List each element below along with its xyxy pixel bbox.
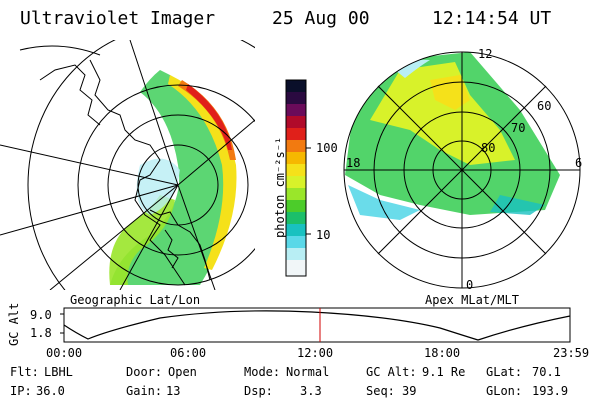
- altitude-ytick-9: 9.0: [30, 308, 52, 322]
- info-glon-key: GLon:: [486, 384, 523, 398]
- altitude-trace: [63, 310, 571, 341]
- colorbar-tick-100: 100: [316, 141, 338, 155]
- altitude-xtick-1800: 18:00: [424, 346, 461, 360]
- instrument-title: Ultraviolet Imager: [20, 8, 216, 29]
- info-mode-value: Normal: [286, 365, 330, 379]
- altitude-xtick-0000: 00:00: [46, 346, 83, 360]
- altitude-xtick-2359: 23:59: [553, 346, 590, 360]
- info-seq-key: Seq:: [366, 384, 395, 398]
- date-label: 25 Aug 00: [272, 8, 370, 29]
- magnetic-map-content: [345, 52, 560, 220]
- colorbar-tick-10: 10: [316, 228, 331, 242]
- info-gcalt-key: GC Alt:: [366, 365, 417, 379]
- time-label: 12:14:54 UT: [432, 8, 552, 29]
- mlt-label-6: 6: [575, 156, 583, 170]
- altitude-xtick-0600: 06:00: [170, 346, 207, 360]
- info-flt-value: LBHL: [44, 365, 73, 379]
- info-gain-value: 13: [166, 384, 181, 398]
- info-dsp-value: 3.3: [300, 384, 322, 398]
- info-gcalt-value: 9.1 Re: [422, 365, 466, 379]
- info-glon-value: 193.9: [532, 384, 569, 398]
- info-flt-key: Flt:: [10, 365, 39, 379]
- magnetic-grid: [343, 51, 581, 289]
- geographic-map-label: Geographic Lat/Lon: [70, 293, 201, 307]
- info-door-key: Door:: [126, 365, 163, 379]
- colorbar-unit-label: photon cm⁻²s⁻¹: [273, 136, 287, 238]
- mlat-label-60: 60: [537, 99, 552, 113]
- info-dsp-key: Dsp:: [244, 384, 273, 398]
- info-ip-value: 36.0: [36, 384, 65, 398]
- altitude-ylabel: GC Alt: [7, 302, 21, 346]
- mlat-label-70: 70: [511, 121, 526, 135]
- colorbar: [285, 79, 311, 277]
- geographic-map-content: [0, 40, 255, 290]
- mlt-label-18: 18: [346, 156, 361, 170]
- magnetic-map-label: Apex MLat/MLT: [425, 293, 519, 307]
- altitude-xtick-1200: 12:00: [297, 346, 334, 360]
- info-seq-value: 39: [402, 384, 417, 398]
- mlt-label-12: 12: [478, 47, 493, 61]
- info-gain-key: Gain:: [126, 384, 163, 398]
- mlt-label-0: 0: [466, 278, 474, 292]
- mlat-label-80: 80: [481, 141, 496, 155]
- info-mode-key: Mode:: [244, 365, 281, 379]
- info-ip-key: IP:: [10, 384, 32, 398]
- info-glat-value: 70.1: [532, 365, 561, 379]
- info-door-value: Open: [168, 365, 197, 379]
- altitude-ytick-1-8: 1.8: [30, 326, 52, 340]
- altitude-plot: [60, 307, 571, 343]
- info-glat-key: GLat:: [486, 365, 523, 379]
